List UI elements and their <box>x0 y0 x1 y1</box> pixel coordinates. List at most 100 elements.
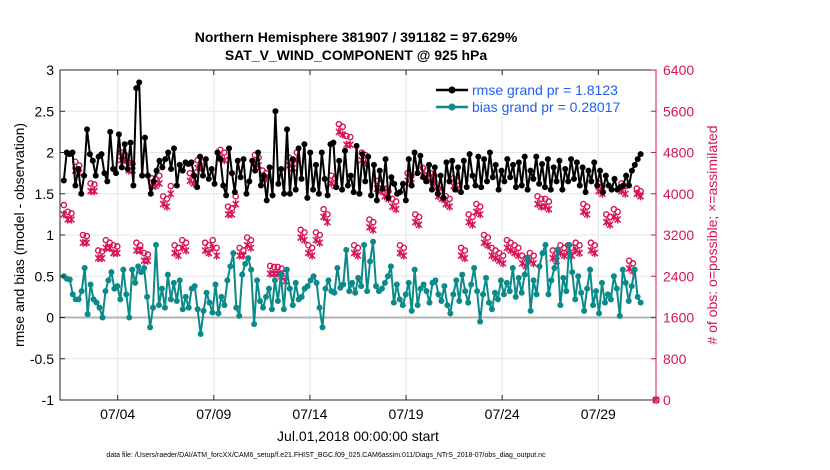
obs-assimilated-marker <box>346 140 354 149</box>
rmse-point <box>368 192 375 199</box>
bias-point <box>637 299 644 306</box>
bias-point <box>607 296 614 303</box>
bias-point <box>182 293 189 300</box>
obs-assimilated-marker <box>415 220 423 229</box>
obs-assimilated-marker <box>106 243 114 252</box>
bias-point <box>215 310 222 317</box>
obs-possible-marker <box>140 249 148 257</box>
bias-point <box>93 299 100 306</box>
rmse-point <box>608 186 615 193</box>
bias-point <box>319 324 326 331</box>
rmse-point <box>510 161 517 168</box>
rmse-point <box>457 189 464 196</box>
rmse-point <box>623 172 630 179</box>
rmse-point <box>452 186 459 193</box>
rmse-point <box>249 157 256 164</box>
chart-subtitle: SAT_V_WIND_COMPONENT @ 925 hPa <box>225 47 488 63</box>
bias-point <box>578 289 585 296</box>
y-tick-label: -0.5 <box>30 351 54 367</box>
bias-point <box>367 258 374 265</box>
rmse-point <box>507 174 514 181</box>
obs-assimilated-marker <box>228 210 236 219</box>
x-tick-label: 07/14 <box>292 406 327 422</box>
bias-point <box>471 265 478 271</box>
obs-assimilated-marker <box>560 251 568 260</box>
obs-assimilated-marker <box>354 251 362 260</box>
obs-assimilated-marker <box>583 210 591 219</box>
rmse-point <box>634 156 641 163</box>
rmse-point <box>199 172 206 179</box>
x-tick-label: 07/19 <box>389 406 424 422</box>
obs-assimilated-marker <box>514 251 522 260</box>
obs-assimilated-marker <box>365 223 373 232</box>
rmse-point <box>257 182 264 189</box>
rmse-point <box>498 167 505 174</box>
obs-assimilated-marker <box>484 241 492 250</box>
rmse-point <box>359 151 366 158</box>
obs-possible-marker <box>91 181 98 188</box>
rmse-point <box>133 85 140 92</box>
bias-point <box>554 246 561 253</box>
obs-assimilated-marker <box>633 189 641 198</box>
bias-point <box>105 277 112 284</box>
bias-point <box>164 271 171 278</box>
rmse-point <box>466 151 473 158</box>
rmse-point <box>92 172 99 179</box>
legend-bias-marker <box>448 103 456 111</box>
x-tick-label: 07/09 <box>196 406 231 422</box>
obs-assimilated-marker <box>579 207 587 216</box>
bias-point <box>260 304 267 311</box>
rmse-point <box>127 139 134 146</box>
obs-assimilated-marker <box>83 238 91 247</box>
bias-point <box>610 273 617 280</box>
bias-point <box>634 293 641 300</box>
rmse-point <box>504 156 511 163</box>
obs-possible-marker <box>369 218 377 226</box>
obs-possible-marker <box>629 260 637 267</box>
bias-point <box>170 279 177 286</box>
obs-assimilated-marker <box>312 236 320 245</box>
bias-point <box>613 285 620 292</box>
bias-point <box>593 288 600 295</box>
rmse-point <box>321 175 328 182</box>
rmse-point <box>414 170 421 177</box>
bias-point <box>450 291 457 298</box>
obs-assimilated-marker <box>530 259 538 268</box>
rmse-point <box>434 190 441 197</box>
bias-point <box>530 277 537 284</box>
obs-possible-marker <box>339 123 346 131</box>
bias-point <box>132 279 139 286</box>
y-tick-label: 2.5 <box>35 103 55 119</box>
bias-point <box>221 302 228 309</box>
bias-point <box>423 288 430 295</box>
rmse-point <box>269 192 276 199</box>
obs-assimilated-marker <box>400 251 408 260</box>
bias-point <box>265 285 272 292</box>
rmse-point <box>620 182 627 189</box>
rmse-point <box>194 184 201 191</box>
bias-point <box>224 277 231 284</box>
bias-point <box>236 312 243 319</box>
bias-point <box>441 283 448 290</box>
bias-point <box>584 285 591 292</box>
rmse-point <box>344 182 351 189</box>
bias-point <box>494 296 501 303</box>
bias-point <box>474 288 481 295</box>
y-tick-label: 1.5 <box>35 186 55 202</box>
bias-point <box>548 277 555 284</box>
rmse-point <box>141 134 148 141</box>
bias-point <box>218 293 225 300</box>
bias-point <box>402 291 409 298</box>
rmse-point <box>81 172 88 179</box>
rmse-point <box>231 189 238 196</box>
rmse-point <box>376 167 383 174</box>
rmse-point <box>130 182 137 189</box>
bias-point <box>560 274 567 281</box>
bias-point <box>176 277 183 284</box>
rmse-point <box>333 184 340 191</box>
bias-point <box>349 279 356 286</box>
rmse-point <box>570 175 577 182</box>
bias-point <box>245 255 252 262</box>
y-right-tick-label: 3200 <box>663 227 694 243</box>
